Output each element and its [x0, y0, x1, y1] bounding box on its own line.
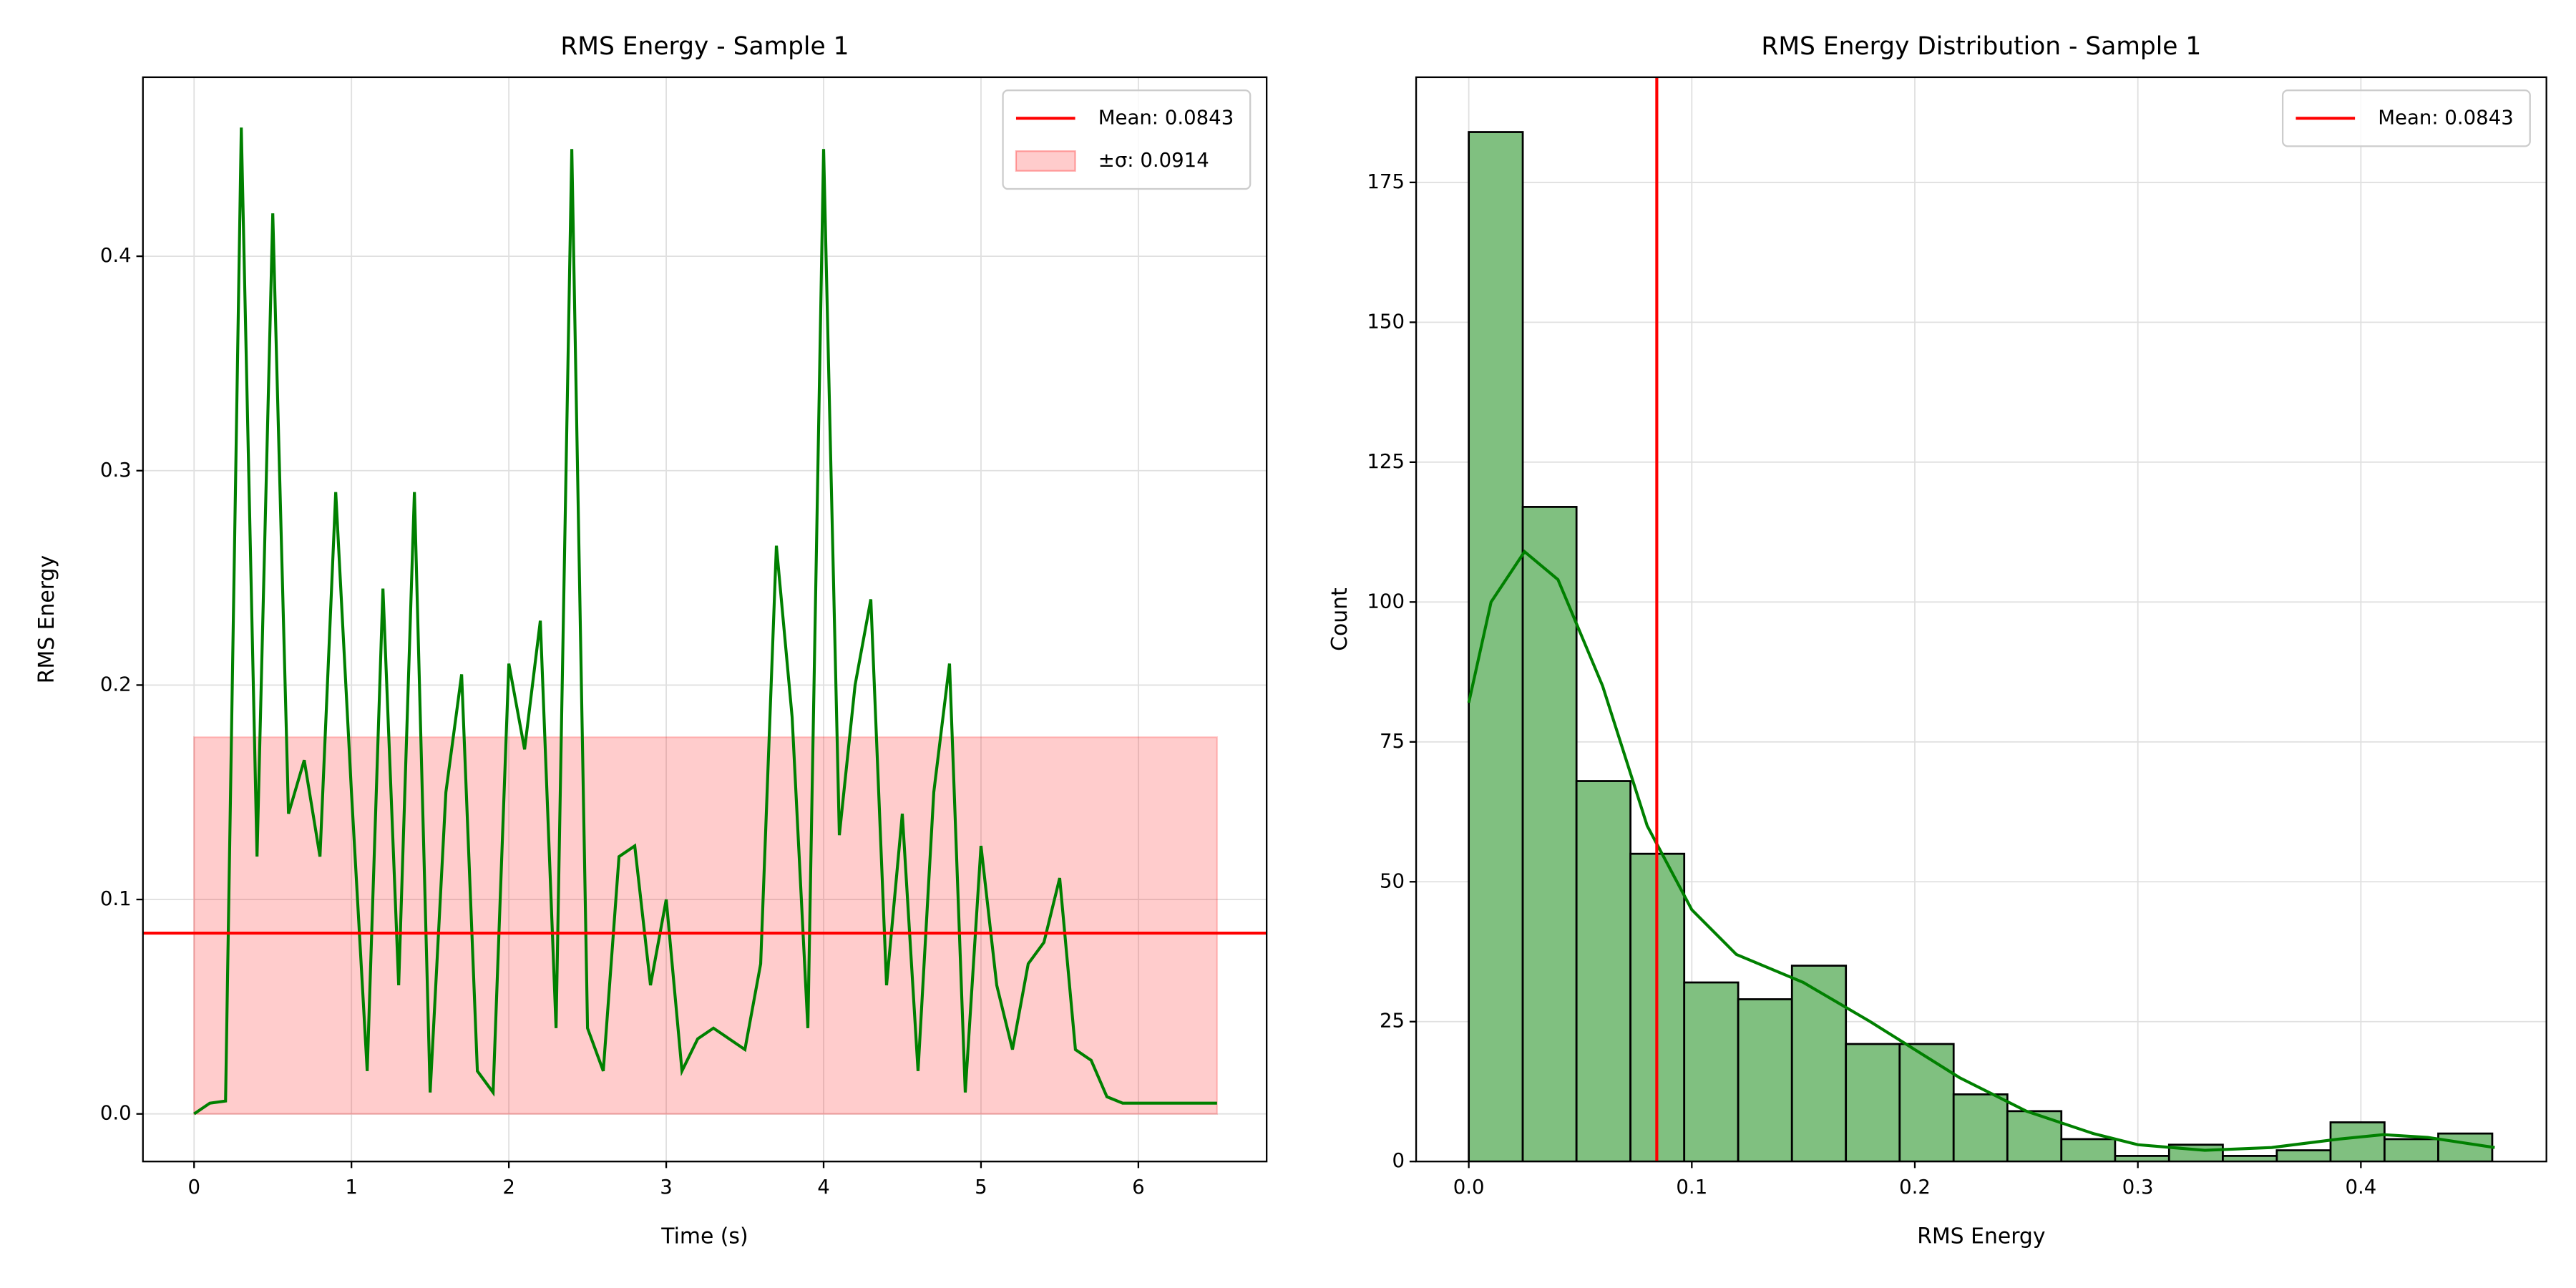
x-tick-label: 4: [817, 1176, 830, 1199]
bar: [2275, 1149, 2332, 1162]
x-tick-label: 0: [187, 1176, 200, 1199]
x-axis-label: RMS Energy: [1917, 1224, 2045, 1249]
x-tick-label: 2: [502, 1176, 515, 1199]
x-tick-label: 0.4: [2345, 1176, 2376, 1199]
y-axis-label: Count: [1327, 587, 1352, 651]
y-tick-label: 0.2: [100, 673, 132, 696]
bar: [2006, 1110, 2063, 1162]
axes-frame: [1415, 76, 2547, 1163]
legend-label: ±σ: 0.0914: [1098, 149, 1209, 172]
y-tick-label: 0.0: [100, 1102, 132, 1125]
plot-area: [142, 77, 1267, 1162]
bar: [2384, 1138, 2439, 1162]
bar: [1790, 965, 1848, 1162]
chart-title: RMS Energy Distribution - Sample 1: [1761, 32, 2201, 61]
y-tick-label: 0.3: [100, 459, 132, 482]
x-axis-label: Time (s): [660, 1224, 748, 1249]
legend: Mean: 0.0843: [2281, 89, 2531, 147]
bar: [2329, 1121, 2386, 1162]
bar: [1952, 1093, 2009, 1162]
x-tick-label: 0.0: [1453, 1176, 1485, 1199]
y-tick-label: 100: [1367, 590, 1405, 613]
bar: [1845, 1043, 1901, 1162]
y-tick-label: 0: [1392, 1149, 1405, 1172]
chart-title: RMS Energy - Sample 1: [560, 32, 849, 61]
y-tick-label: 75: [1380, 730, 1405, 753]
y-axis-label: RMS Energy: [34, 555, 59, 683]
y-tick-label: 25: [1380, 1010, 1405, 1033]
y-tick-label: 0.4: [100, 244, 132, 267]
bar: [1468, 131, 1524, 1162]
legend-label: Mean: 0.0843: [1098, 106, 1234, 129]
bar: [2114, 1155, 2170, 1162]
x-tick-label: 6: [1132, 1176, 1145, 1199]
axes-frame: [142, 76, 1268, 1163]
bar: [1737, 998, 1793, 1162]
legend-box: [2281, 89, 2531, 147]
x-tick-label: 0.1: [1676, 1176, 1707, 1199]
bar: [1575, 780, 1631, 1162]
kde-line: [1467, 549, 2495, 1152]
y-tick-label: 0.1: [100, 887, 132, 910]
legend-box: [1002, 89, 1252, 190]
bar: [2222, 1155, 2278, 1162]
bar: [1521, 506, 1578, 1162]
legend: Mean: 0.0843 ±σ: 0.0914: [1002, 89, 1252, 190]
plot-area: [1416, 77, 2547, 1162]
legend-label: Mean: 0.0843: [2378, 106, 2513, 129]
legend-swatch: [1015, 150, 1076, 172]
bar: [2437, 1132, 2494, 1162]
y-tick-label: 175: [1367, 170, 1405, 193]
x-tick-label: 1: [345, 1176, 358, 1199]
bar: [2060, 1138, 2117, 1162]
bar: [1898, 1043, 1955, 1162]
x-tick-label: 0.3: [2122, 1176, 2154, 1199]
bar: [1683, 981, 1740, 1162]
x-tick-label: 0.2: [1899, 1176, 1931, 1199]
line: [193, 127, 1217, 1116]
x-tick-label: 5: [975, 1176, 987, 1199]
y-tick-label: 150: [1367, 310, 1405, 333]
x-tick-label: 3: [660, 1176, 673, 1199]
y-tick-label: 50: [1380, 869, 1405, 892]
y-tick-label: 125: [1367, 450, 1405, 473]
